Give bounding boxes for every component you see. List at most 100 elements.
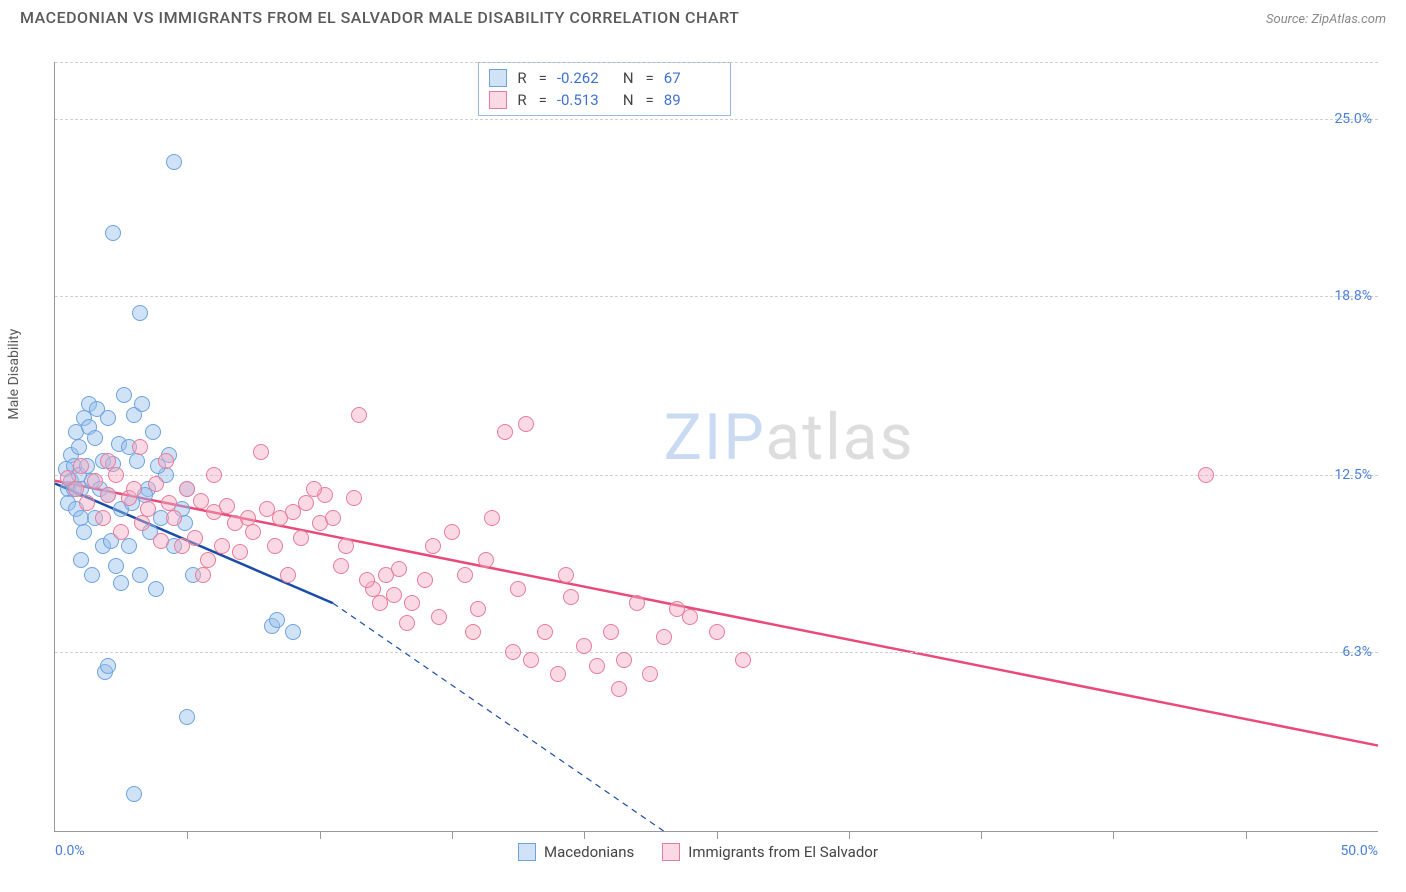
x-tick — [584, 831, 585, 839]
scatter-point — [76, 524, 92, 540]
legend-item-series1: Macedonians — [518, 843, 634, 861]
y-tick-label: 25.0% — [1334, 111, 1372, 127]
scatter-point — [425, 538, 441, 554]
scatter-point — [735, 652, 751, 668]
x-axis-min-label: 0.0% — [55, 843, 85, 859]
scatter-point — [359, 572, 375, 588]
scatter-point — [523, 652, 539, 668]
scatter-point — [576, 638, 592, 654]
scatter-point — [116, 387, 132, 403]
scatter-point — [478, 552, 494, 568]
scatter-point — [73, 552, 89, 568]
scatter-point — [470, 601, 486, 617]
scatter-point — [113, 524, 129, 540]
watermark-part2: atlas — [765, 400, 914, 475]
legend-swatch-series2 — [662, 843, 680, 861]
scatter-point — [267, 538, 283, 554]
y-tick-label: 12.5% — [1334, 467, 1372, 483]
chart-container: Male Disability ZIPatlas R = -0.262 N = … — [18, 40, 1388, 874]
scatter-point — [518, 416, 534, 432]
scatter-point — [126, 481, 142, 497]
scatter-point — [153, 533, 169, 549]
legend-label-series1: Macedonians — [544, 843, 634, 861]
n-value-series2: 89 — [664, 91, 720, 109]
scatter-point — [148, 476, 164, 492]
scatter-point — [132, 567, 148, 583]
scatter-point — [132, 439, 148, 455]
x-tick — [1246, 831, 1247, 839]
scatter-point — [187, 530, 203, 546]
scatter-point — [497, 424, 513, 440]
scatter-point — [68, 481, 84, 497]
scatter-point — [457, 567, 473, 583]
scatter-point — [195, 567, 211, 583]
source-prefix: Source: — [1266, 12, 1311, 27]
scatter-point — [505, 644, 521, 660]
scatter-point — [709, 624, 725, 640]
equals: = — [646, 69, 654, 87]
scatter-point — [386, 587, 402, 603]
scatter-point — [148, 581, 164, 597]
source-attribution: Source: ZipAtlas.com — [1266, 8, 1386, 27]
scatter-point — [417, 572, 433, 588]
scatter-point — [484, 510, 500, 526]
scatter-point — [269, 612, 285, 628]
r-value-series1: -0.262 — [557, 69, 613, 87]
stats-row-series2: R = -0.513 N = 89 — [489, 89, 719, 111]
scatter-point — [100, 410, 116, 426]
swatch-series1 — [489, 69, 507, 87]
scatter-point — [166, 154, 182, 170]
gridline — [55, 652, 1378, 653]
gridline-top — [55, 62, 1378, 63]
scatter-point — [346, 490, 362, 506]
n-label: N — [623, 69, 634, 87]
scatter-point — [121, 538, 137, 554]
scatter-point — [232, 544, 248, 560]
equals: = — [539, 69, 547, 87]
scatter-point — [73, 458, 89, 474]
scatter-point — [1198, 467, 1214, 483]
scatter-point — [95, 510, 111, 526]
scatter-point — [333, 558, 349, 574]
r-label: R — [517, 69, 526, 87]
scatter-point — [179, 481, 195, 497]
x-tick — [717, 831, 718, 839]
scatter-point — [214, 538, 230, 554]
scatter-point — [166, 510, 182, 526]
scatter-point — [100, 658, 116, 674]
scatter-point — [129, 453, 145, 469]
scatter-point — [399, 615, 415, 631]
scatter-point — [656, 629, 672, 645]
scatter-point — [113, 575, 129, 591]
gridline — [55, 119, 1378, 120]
x-axis-max-label: 50.0% — [1340, 843, 1378, 859]
scatter-point — [616, 652, 632, 668]
equals: = — [539, 91, 547, 109]
scatter-point — [134, 396, 150, 412]
scatter-point — [87, 473, 103, 489]
scatter-point — [84, 567, 100, 583]
scatter-point — [465, 624, 481, 640]
scatter-point — [298, 495, 314, 511]
scatter-point — [134, 515, 150, 531]
scatter-point — [87, 430, 103, 446]
x-tick — [452, 831, 453, 839]
scatter-point — [391, 561, 407, 577]
n-value-series1: 67 — [664, 69, 720, 87]
scatter-point — [140, 501, 156, 517]
scatter-point — [589, 658, 605, 674]
scatter-point — [71, 439, 87, 455]
x-tick — [320, 831, 321, 839]
scatter-point — [79, 495, 95, 511]
scatter-point — [563, 589, 579, 605]
x-tick — [849, 831, 850, 839]
scatter-point — [558, 567, 574, 583]
gridline — [55, 475, 1378, 476]
scatter-point — [105, 225, 121, 241]
x-tick — [1113, 831, 1114, 839]
source-name: ZipAtlas.com — [1311, 12, 1386, 27]
scatter-point — [603, 624, 619, 640]
swatch-series2 — [489, 91, 507, 109]
scatter-point — [158, 453, 174, 469]
y-tick-label: 6.3% — [1342, 644, 1372, 660]
